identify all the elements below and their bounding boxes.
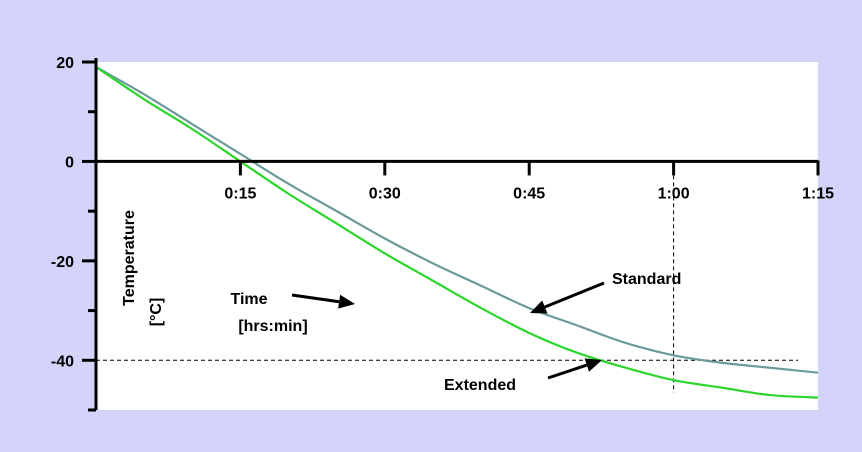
series-line-extended [95,66,819,399]
y-axis-title-line-2: [°C] [148,298,165,327]
y-tick-label: -20 [51,254,74,271]
x-tick-label: 0:45 [513,185,545,202]
plot-area [96,62,818,410]
extended-arrow-shaft [547,363,588,380]
y-axis-title-line-1: Temperature [121,210,138,306]
standard-arrow [530,281,605,314]
x-tick-label: 1:15 [802,185,834,202]
y-tick-label: 0 [65,154,74,171]
x-axis-title-line-1: Time [230,291,267,308]
annotation-arrows [291,281,605,380]
x-tick-label: 0:30 [369,185,401,202]
labels: Temperature [°C] Time [hrs:min] Standard… [121,210,681,394]
annotation-standard-label: Standard [612,271,681,288]
series-layer [95,66,819,399]
annotation-extended-label: Extended [444,377,516,394]
extended-arrow [547,358,602,380]
y-tick-label: -40 [51,353,74,370]
time-arrow-head [338,294,355,309]
standard-arrow-head [530,300,548,314]
time-arrow-shaft [291,293,340,304]
reference-lines [96,161,798,393]
x-tick-label: 1:00 [658,185,690,202]
y-tick-label: 20 [56,55,74,72]
x-axis-title-line-2: [hrs:min] [238,318,307,335]
series-line-standard [95,66,819,374]
x-tick-label: 0:15 [224,185,256,202]
standard-arrow-shaft [544,281,605,309]
axes: 20 0 -20 -40 0:15 0:30 0:45 1:00 1:15 [51,55,834,412]
extended-arrow-head [584,358,602,372]
time-arrow [291,293,355,309]
